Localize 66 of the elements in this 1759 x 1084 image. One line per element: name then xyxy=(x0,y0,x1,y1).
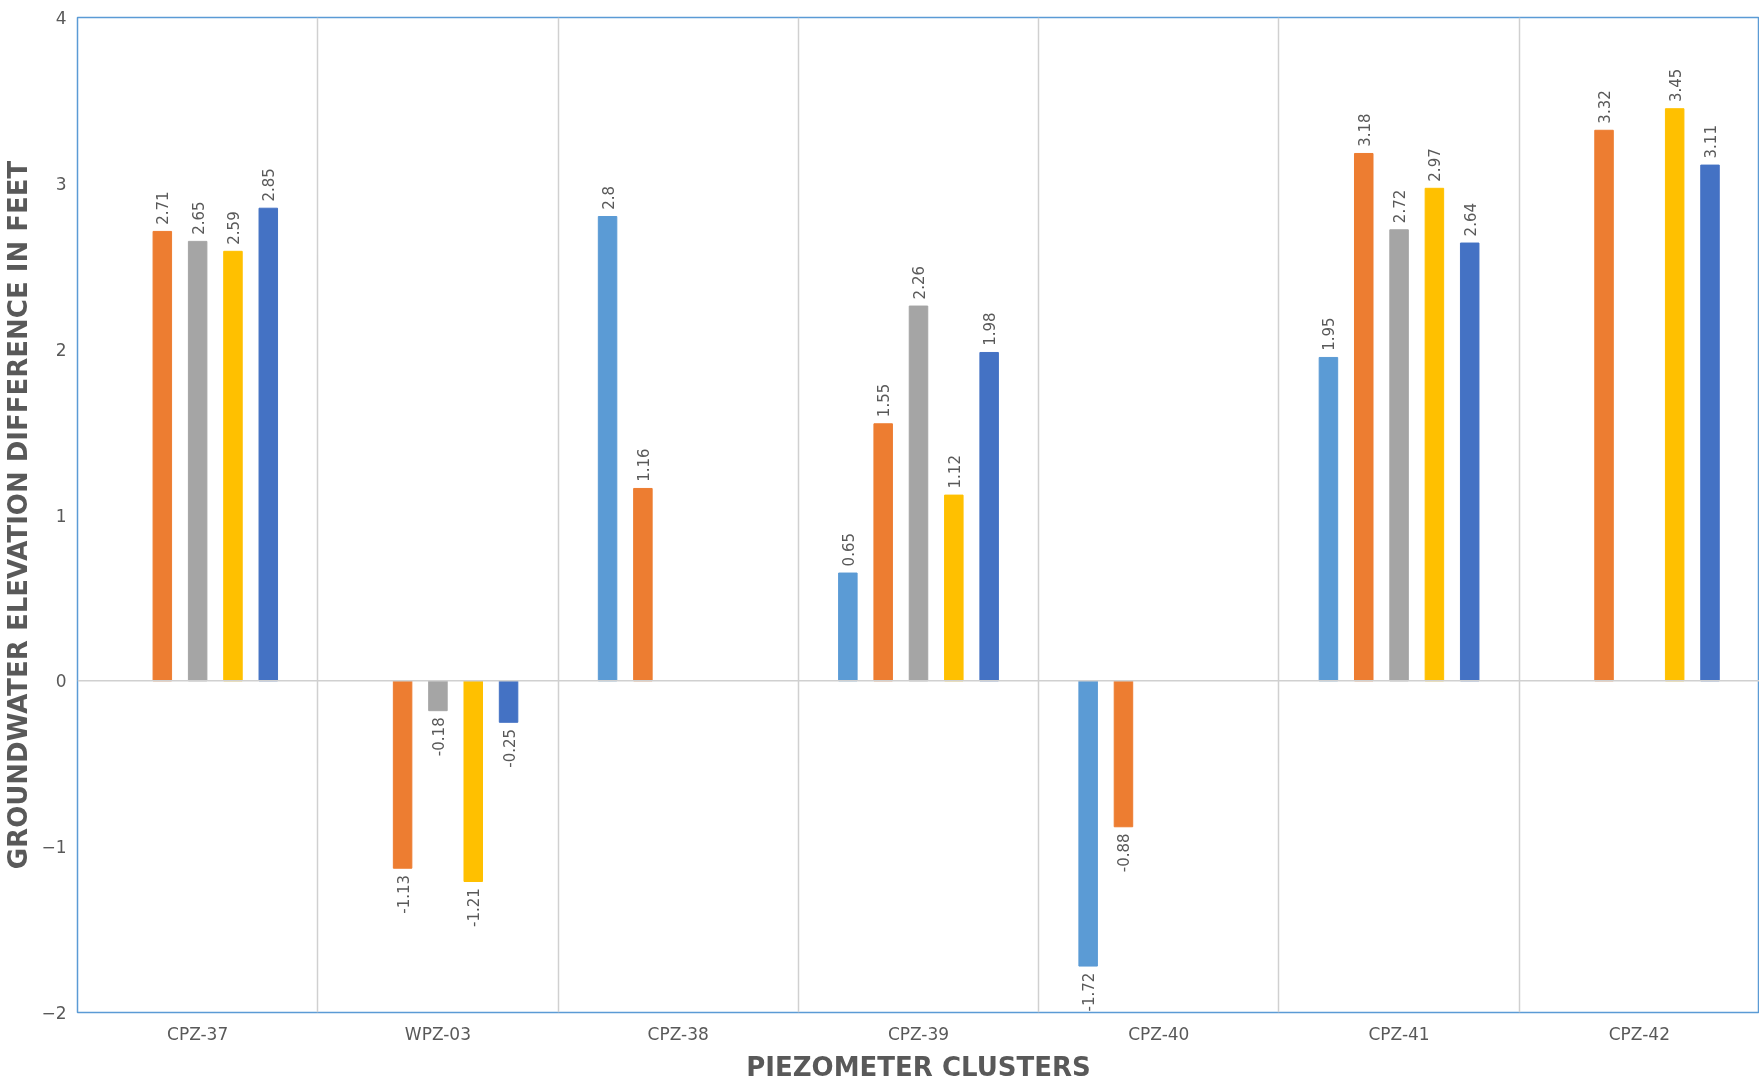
data-label: 2.64 xyxy=(1461,202,1480,237)
y-tick-label: 2 xyxy=(55,339,67,360)
bar xyxy=(944,494,964,682)
bar xyxy=(1354,152,1374,682)
data-label: 1.98 xyxy=(981,312,1000,346)
x-tick-label: WPZ-03 xyxy=(404,1023,472,1044)
data-label: 2.65 xyxy=(189,201,208,235)
bar xyxy=(908,305,929,682)
bar xyxy=(498,680,519,723)
data-label: 0.65 xyxy=(839,533,858,567)
bar xyxy=(223,250,243,682)
x-tick-label: CPZ-41 xyxy=(1368,1023,1430,1044)
y-tick-label: 3 xyxy=(55,173,67,194)
x-tick-label: CPZ-39 xyxy=(887,1023,950,1044)
y-axis-title: GROUNDWATER ELEVATION DIFFERENCE IN FEET xyxy=(3,160,34,870)
bar xyxy=(979,351,999,682)
y-tick-label: −2 xyxy=(41,1003,67,1023)
data-label: 2.59 xyxy=(224,211,243,245)
bar xyxy=(1664,108,1685,682)
bar xyxy=(1078,680,1098,967)
x-tick-label: CPZ-42 xyxy=(1608,1023,1670,1044)
data-label: 2.26 xyxy=(910,266,929,300)
x-tick-label: CPZ-38 xyxy=(647,1023,709,1044)
data-label: 3.32 xyxy=(1596,90,1615,124)
bar xyxy=(1594,129,1614,682)
y-tick-label: 4 xyxy=(55,8,67,28)
bar xyxy=(1389,229,1409,682)
data-label: 1.95 xyxy=(1320,317,1339,351)
bar xyxy=(1424,187,1445,682)
data-label: 2.72 xyxy=(1391,189,1410,224)
bar xyxy=(633,487,653,682)
bar xyxy=(1700,164,1720,682)
data-label: 3.11 xyxy=(1702,125,1720,159)
bar xyxy=(1459,242,1480,682)
bar xyxy=(597,216,618,682)
data-label: -1.72 xyxy=(1080,972,1099,1012)
bar xyxy=(428,680,448,712)
bar xyxy=(1318,356,1339,682)
data-label: 1.55 xyxy=(875,383,894,418)
data-label: -0.25 xyxy=(500,728,519,768)
y-tick-label: −1 xyxy=(41,837,67,858)
bar xyxy=(152,230,173,682)
bar xyxy=(187,240,208,682)
data-label: -1.13 xyxy=(394,874,413,914)
data-label: -0.88 xyxy=(1115,833,1134,873)
data-label: 1.12 xyxy=(945,455,964,489)
bar xyxy=(1113,680,1134,828)
data-label: 3.18 xyxy=(1355,113,1374,147)
x-axis-title: PIEZOMETER CLUSTERS xyxy=(746,1051,1091,1082)
x-tick-label: CPZ-40 xyxy=(1128,1023,1190,1044)
y-tick-label: 1 xyxy=(55,505,67,526)
bar xyxy=(873,423,893,682)
data-label: -0.18 xyxy=(429,717,448,757)
data-label: 2.71 xyxy=(154,191,173,225)
data-label: 3.45 xyxy=(1666,68,1685,103)
bar xyxy=(838,572,858,682)
data-label: -1.21 xyxy=(465,888,484,927)
data-label: 1.16 xyxy=(634,448,653,482)
bar xyxy=(463,680,483,882)
data-label: 2.97 xyxy=(1426,148,1445,182)
y-tick-label: 0 xyxy=(55,671,67,692)
bar xyxy=(258,207,279,682)
data-label: 2.8 xyxy=(599,186,618,210)
data-label: 2.85 xyxy=(260,168,279,202)
bar xyxy=(392,680,413,869)
x-tick-label: CPZ-37 xyxy=(167,1023,229,1044)
